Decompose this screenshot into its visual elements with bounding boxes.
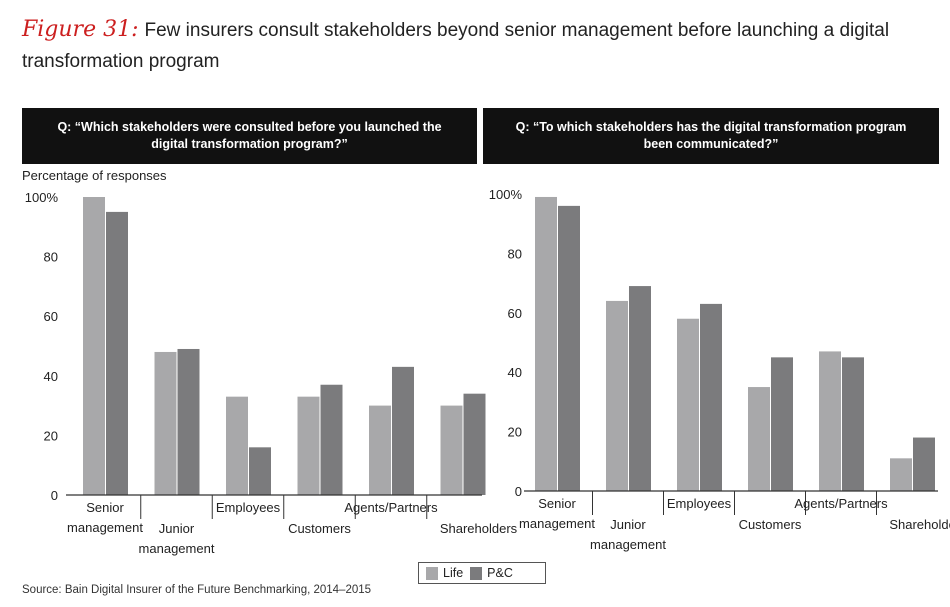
figure-title-text: Few insurers consult stakeholders beyond… [22, 20, 890, 72]
left-bar-life-1 [154, 351, 177, 495]
left-chart-question: Q: “Which stakeholders were consulted be… [22, 108, 477, 164]
right-category-label: Customers [739, 517, 802, 532]
legend-item-life: Life [426, 566, 463, 580]
left-bar-pc-2 [249, 447, 271, 495]
left-ytick-label: 40 [44, 369, 58, 384]
legend-label-pc: P&C [487, 566, 513, 580]
right-bar-pc-2 [700, 303, 722, 491]
right-bar-life-4 [819, 351, 841, 491]
left-category-label: Junior [159, 521, 195, 536]
left-bar-pc-4 [392, 366, 414, 495]
right-ytick-label: 60 [508, 306, 522, 321]
left-category-label: management [139, 541, 215, 556]
right-bar-life-5 [890, 458, 912, 491]
right-category-label: Shareholders [889, 517, 950, 532]
left-bar-life-5 [440, 405, 463, 495]
y-axis-caption: Percentage of responses [22, 168, 167, 183]
figure-label: Figure 31: [22, 17, 139, 42]
right-bar-life-0 [535, 196, 557, 491]
legend-label-life: Life [443, 566, 464, 580]
right-bar-life-2 [677, 318, 699, 491]
left-bar-pc-3 [320, 384, 343, 495]
right-ytick-label: 40 [508, 365, 522, 380]
right-bar-pc-0 [558, 205, 580, 491]
left-category-label: Customers [288, 521, 351, 536]
right-category-label: Agents/Partners [794, 496, 888, 511]
right-ytick-label: 20 [508, 425, 522, 440]
left-category-label: Shareholders [440, 521, 518, 536]
left-ytick-label: 60 [44, 309, 58, 324]
left-bar-pc-0 [106, 211, 128, 495]
legend-swatch-life [426, 566, 438, 580]
left-category-label: Agents/Partners [344, 500, 438, 515]
right-bar-life-3 [748, 387, 770, 491]
left-bar-life-2 [226, 396, 248, 495]
right-chart-question: Q: “To which stakeholders has the digita… [483, 108, 939, 164]
left-bar-pc-5 [463, 393, 486, 495]
left-ytick-label: 80 [44, 250, 58, 265]
right-bar-pc-1 [629, 286, 651, 491]
left-bar-life-4 [369, 405, 391, 495]
legend-item-pc: P&C [470, 566, 513, 580]
figure-title: Figure 31: Few insurers consult stakehold… [22, 14, 937, 77]
right-bar-pc-4 [842, 357, 864, 491]
left-chart-question-text: Q: “Which stakeholders were consulted be… [57, 120, 442, 151]
right-bar-pc-3 [771, 357, 793, 491]
left-ytick-label: 20 [44, 428, 58, 443]
left-bar-pc-1 [177, 348, 200, 495]
right-category-label: management [519, 516, 595, 531]
legend-swatch-pc [470, 566, 483, 580]
source-note: Source: Bain Digital Insurer of the Futu… [22, 584, 372, 596]
right-ytick-label: 80 [508, 246, 522, 261]
right-ytick-label: 100% [489, 187, 523, 202]
right-bar-pc-5 [913, 437, 935, 491]
right-category-label: Junior [610, 517, 646, 532]
right-category-label: Employees [667, 496, 732, 511]
right-category-label: management [590, 537, 666, 552]
left-bar-life-3 [297, 396, 320, 495]
left-bar-life-0 [83, 197, 105, 495]
right-bar-life-1 [606, 300, 628, 491]
right-category-label: Senior [538, 496, 576, 511]
left-ytick-label: 0 [51, 488, 58, 503]
left-category-label: Senior [86, 500, 124, 515]
legend: Life P&C [418, 562, 546, 584]
right-chart-question-text: Q: “To which stakeholders has the digita… [515, 120, 907, 151]
left-category-label: management [67, 520, 143, 535]
left-category-label: Employees [216, 500, 281, 515]
right-ytick-label: 0 [515, 484, 522, 499]
left-ytick-label: 100% [25, 190, 59, 205]
